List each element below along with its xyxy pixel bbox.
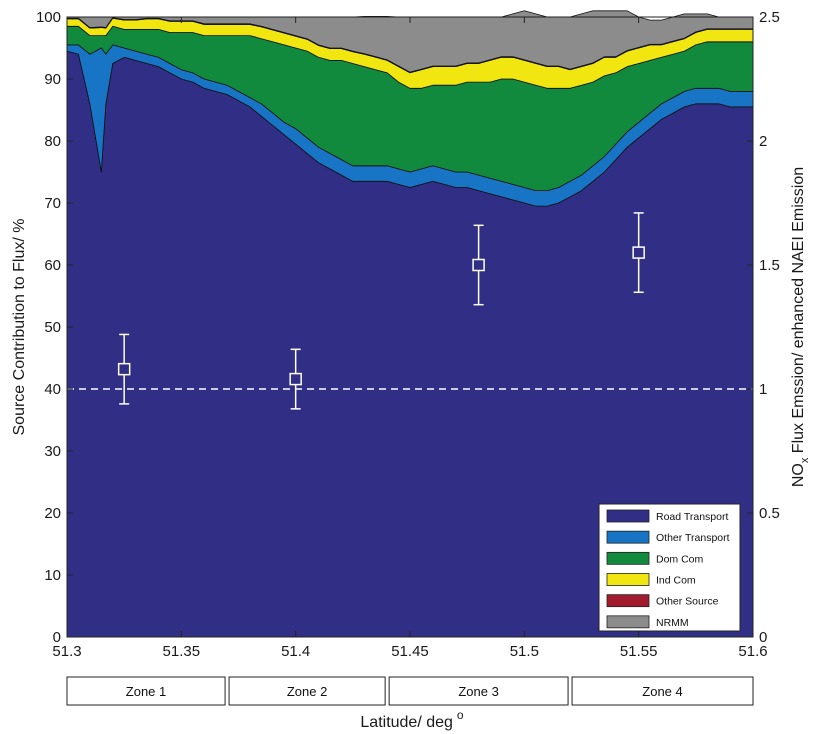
y2-tick-label: 2.5 [759, 9, 780, 26]
zone-bar: Zone 1 Zone 2 Zone 3 Zone 4 [66, 676, 754, 706]
flux-marker [632, 246, 645, 259]
zone-3: Zone 3 [388, 676, 569, 706]
zone-label: Zone 1 [126, 684, 166, 699]
flux-point-4 [632, 212, 645, 294]
legend-label: Road Transport [656, 511, 728, 523]
x-tick-label: 51.3 [52, 643, 81, 660]
legend-item-other-source: Other Source [606, 594, 719, 608]
y2-tick-label: 0 [759, 629, 767, 646]
y-tick-label: 30 [44, 443, 61, 460]
zone-box [66, 676, 226, 706]
zone-label: Zone 3 [458, 684, 498, 699]
y2-tick-label: 0.5 [759, 505, 780, 522]
legend-swatch [606, 509, 650, 523]
flux-overlay [67, 212, 753, 410]
flux-marker [472, 258, 485, 272]
y2-axis-title-pre: NO [790, 463, 807, 487]
legend-label: Dom Com [656, 553, 704, 565]
flux-point-1 [117, 333, 131, 405]
flux-marker [117, 362, 131, 376]
legend-swatch [606, 573, 650, 586]
x-axis-title-main: Latitude/ deg [360, 714, 453, 731]
x-tick-label: 51.4 [281, 643, 310, 660]
y2-axis-title-post: Flux Emssion/ enhanced NAEI Emission [790, 167, 807, 458]
flux-marker [289, 372, 302, 386]
zone-2: Zone 2 [228, 676, 386, 706]
y-tick-label: 60 [44, 257, 61, 274]
x-tick-label: 51.35 [163, 643, 201, 660]
legend-label: Ind Com [656, 575, 696, 587]
x-axis: 51.3 51.35 51.4 51.45 51.5 51.55 51.6 [52, 17, 768, 660]
y-tick-label: 10 [44, 567, 61, 584]
x-tick-label: 51.5 [510, 643, 539, 660]
flux-point-3 [472, 224, 485, 306]
legend-label: NRMM [656, 617, 689, 629]
legend-box [598, 503, 741, 632]
y2-tick-label: 1.5 [759, 257, 780, 274]
y-tick-label: 20 [44, 505, 61, 522]
legend-item-ind-com: Ind Com [606, 573, 696, 587]
x-tick-label: 51.45 [391, 643, 429, 660]
legend-swatch [606, 551, 650, 565]
legend-item-road-transport: Road Transport [606, 509, 728, 523]
y-tick-label: 0 [53, 629, 61, 646]
y-axis-left: 0 10 20 30 40 50 60 70 80 90 100 [36, 9, 73, 646]
y-tick-label: 100 [36, 9, 61, 26]
y-tick-label: 90 [44, 71, 61, 88]
x-axis-title: Latitude/ deg o [360, 708, 464, 731]
x-tick-label: 51.6 [738, 643, 767, 660]
legend-label: Other Source [656, 596, 719, 608]
flux-point-2 [289, 348, 302, 410]
y2-tick-label: 2 [759, 133, 767, 150]
legend-item-nrmm: NRMM [606, 615, 689, 629]
legend-label: Other Transport [656, 532, 730, 544]
zone-label: Zone 2 [287, 684, 327, 699]
zone-1: Zone 1 [66, 676, 226, 706]
zone-label: Zone 4 [642, 684, 682, 699]
x-axis-title-sup: o [457, 708, 464, 722]
legend-swatch [606, 615, 650, 629]
y-axis-right: 0 0.5 1 1.5 2 2.5 [747, 9, 780, 646]
y2-axis-title-sub: x [799, 457, 811, 463]
zone-box [228, 676, 386, 706]
zone-4: Zone 4 [571, 676, 754, 706]
y2-axis-title: NOx Flux Emssion/ enhanced NAEI Emission [790, 167, 811, 487]
y-tick-label: 50 [44, 319, 61, 336]
legend-item-dom-com: Dom Com [606, 551, 704, 565]
y-tick-label: 80 [44, 133, 61, 150]
area-layers [66, 10, 754, 638]
x-tick-label: 51.55 [620, 643, 658, 660]
y-axis-title: Source Contribution to Flux/ % [11, 219, 28, 436]
y2-tick-label: 1 [759, 381, 767, 398]
legend: Road Transport Other Transport Dom Com Ind … [598, 503, 741, 632]
legend-swatch [606, 594, 650, 608]
zone-box [571, 676, 754, 706]
y-tick-label: 40 [44, 381, 61, 398]
legend-item-other-transport: Other Transport [606, 530, 730, 544]
zone-box [388, 676, 569, 706]
legend-swatch [606, 530, 650, 544]
y-tick-label: 70 [44, 195, 61, 212]
